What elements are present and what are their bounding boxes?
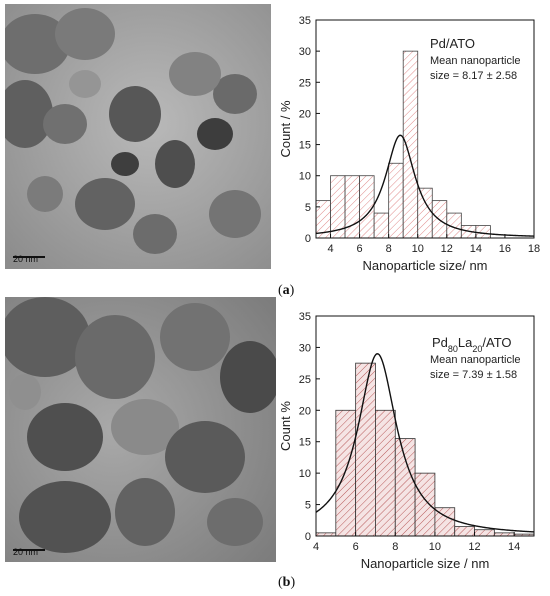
x-tick-label: 6	[357, 243, 363, 255]
tem-micrograph-b	[5, 297, 276, 562]
chart-title: Pd/ATO	[430, 36, 475, 51]
y-tick-label: 5	[305, 202, 311, 214]
histogram-bar	[475, 225, 491, 239]
mean-size-annotation: Mean nanoparticle	[430, 55, 521, 67]
histogram-bar	[344, 175, 360, 239]
histogram-bar	[375, 409, 396, 537]
x-tick-label: 6	[353, 541, 359, 553]
histogram-bar	[417, 187, 433, 239]
y-tick-label: 35	[299, 15, 311, 27]
scale-bar-a	[13, 256, 45, 258]
histogram-a-svg: 4 6 8 10 12 14 16 18 0 5 10 15 20 25 30 35 Nanoparticle …	[278, 15, 540, 273]
fit-curve	[315, 134, 535, 237]
panel-label-a: (a)	[278, 283, 295, 298]
x-tick-label: 18	[528, 243, 540, 255]
histogram-bar	[474, 529, 495, 537]
x-tick-label: 8	[392, 541, 398, 553]
histogram-b-svg: 4 6 8 10 12 14 0 5 10 15 20 25 30 35 Nanoparticle size…	[278, 311, 535, 571]
y-tick-label: 10	[299, 171, 311, 183]
x-tick-label: 4	[313, 541, 319, 553]
y-tick-label: 30	[299, 46, 311, 58]
x-axis-title: Nanoparticle size/ nm	[363, 258, 488, 273]
x-tick-label: 14	[470, 243, 482, 255]
scale-label-a: 20 nm	[13, 254, 39, 264]
y-tick-label: 25	[299, 374, 311, 386]
x-tick-label: 8	[386, 243, 392, 255]
y-tick-label: 5	[305, 500, 311, 512]
y-tick-label: 0	[305, 233, 311, 245]
histogram-bar	[454, 526, 475, 537]
tem-image-b: 20 nm	[5, 297, 276, 562]
mean-size-annotation: Mean nanoparticle	[430, 354, 521, 366]
histogram-bar	[335, 409, 357, 537]
plot-frame	[315, 315, 535, 537]
histogram-bar	[388, 162, 404, 239]
histogram-bar	[394, 438, 416, 537]
fit-curve	[315, 353, 535, 533]
histogram-bar	[414, 472, 436, 537]
y-tick-label: 35	[299, 311, 311, 323]
y-tick-label: 30	[299, 342, 311, 354]
histogram-bar	[373, 212, 390, 239]
plot-frame	[315, 19, 535, 239]
x-tick-label: 12	[468, 541, 480, 553]
histogram-b: 4 6 8 10 12 14 0 5 10 15 20 25 30 35 Nanoparticle size…	[272, 304, 544, 576]
y-tick-label: 10	[299, 468, 311, 480]
x-axis-title: Nanoparticle size / nm	[361, 556, 490, 571]
chart-title: Pd80La20/ATO	[432, 335, 512, 354]
x-tick-label: 4	[327, 243, 333, 255]
histogram-a: 4 6 8 10 12 14 16 18 0 5 10 15 20 25 30 35 Nanoparticle …	[272, 8, 544, 280]
y-tick-label: 15	[299, 437, 311, 449]
y-tick-label: 15	[299, 140, 311, 152]
tem-image-a: 20 nm	[5, 4, 271, 269]
y-axis-title: Count %	[278, 401, 293, 451]
y-tick-label: 20	[299, 405, 311, 417]
y-tick-label: 25	[299, 77, 311, 89]
scale-bar-b	[13, 549, 45, 551]
mean-size-annotation: size = 8.17 ± 2.58	[430, 70, 517, 82]
x-tick-label: 14	[508, 541, 520, 553]
tem-micrograph-a	[5, 4, 271, 269]
y-tick-label: 0	[305, 531, 311, 543]
mean-size-annotation: size = 7.39 ± 1.58	[430, 369, 517, 381]
y-tick-label: 20	[299, 108, 311, 120]
x-tick-label: 12	[441, 243, 453, 255]
panel-label-b: (b)	[278, 575, 296, 590]
scale-label-b: 20 nm	[13, 547, 39, 557]
x-tick-label: 10	[429, 541, 441, 553]
y-axis-title: Count / %	[278, 100, 293, 158]
x-tick-label: 10	[412, 243, 424, 255]
x-tick-label: 16	[499, 243, 511, 255]
